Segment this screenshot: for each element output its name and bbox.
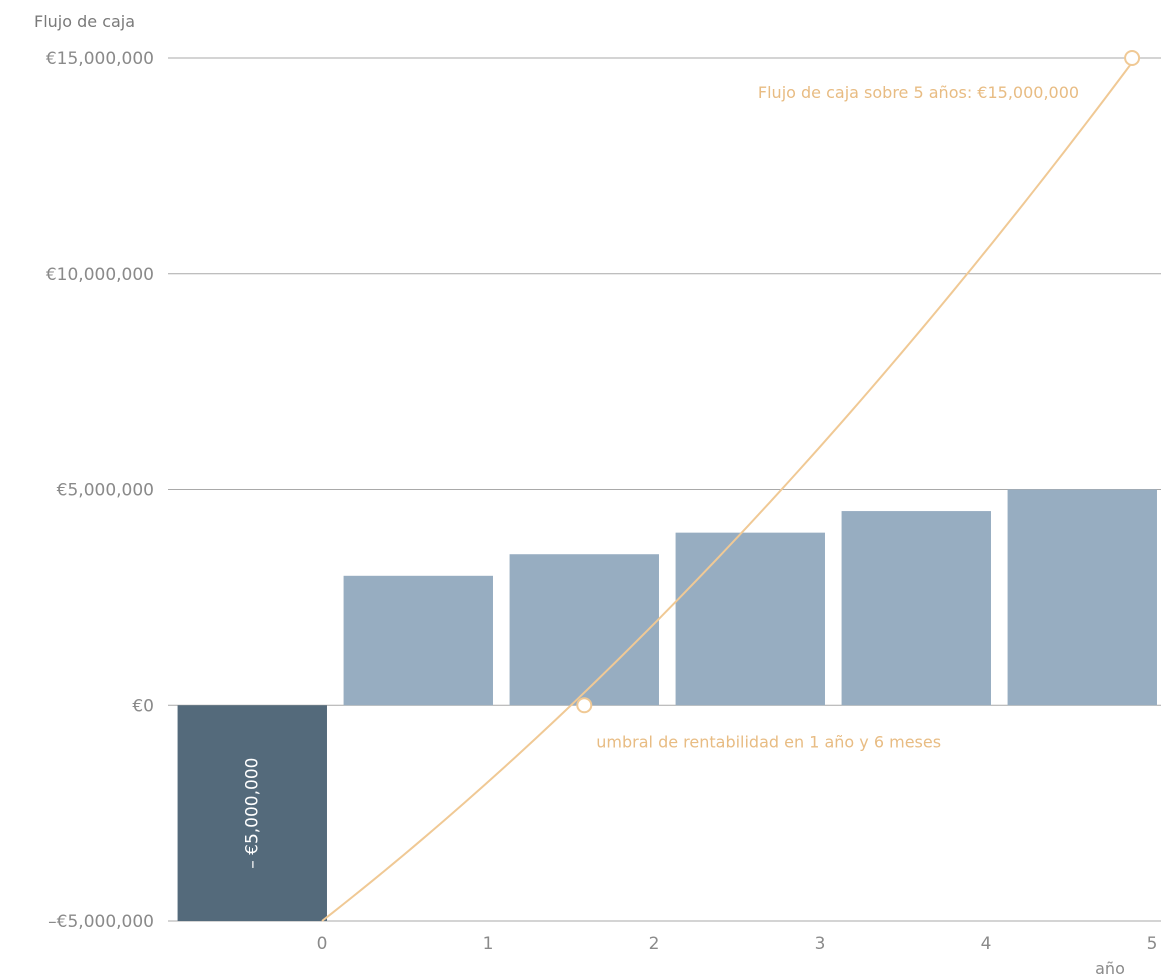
line-marker: [1124, 50, 1141, 66]
y-axis-title: Flujo de caja: [34, 12, 136, 31]
bar: [343, 575, 493, 706]
bar-value-label: – €5,000,000: [242, 758, 262, 869]
bar: [177, 705, 327, 921]
x-tick-label: 5: [1147, 934, 1158, 954]
y-tick-label: €10,000,000: [46, 265, 154, 285]
x-axis-title: año: [1095, 959, 1125, 977]
bar: [841, 511, 991, 706]
bar: [509, 554, 659, 706]
y-tick-label: –€5,000,000: [48, 912, 154, 932]
y-tick-label: €5,000,000: [57, 481, 154, 501]
x-tick-label: 3: [815, 934, 826, 954]
y-tick-label: €15,000,000: [46, 49, 154, 69]
x-tick-label: 0: [317, 934, 328, 954]
x-tick-label: 4: [981, 934, 992, 954]
bar: [1007, 489, 1157, 706]
annotation-five-year-total: Flujo de caja sobre 5 años: €15,000,000: [758, 83, 1079, 102]
line-marker: [576, 697, 593, 714]
y-tick-label: €0: [132, 696, 154, 716]
annotation-break-even: umbral de rentabilidad en 1 año y 6 mese…: [596, 732, 941, 751]
bar: [675, 532, 825, 706]
cumulative-cash-flow-line: [321, 57, 1137, 922]
x-tick-label: 2: [649, 934, 660, 954]
x-tick-label: 1: [483, 934, 494, 954]
